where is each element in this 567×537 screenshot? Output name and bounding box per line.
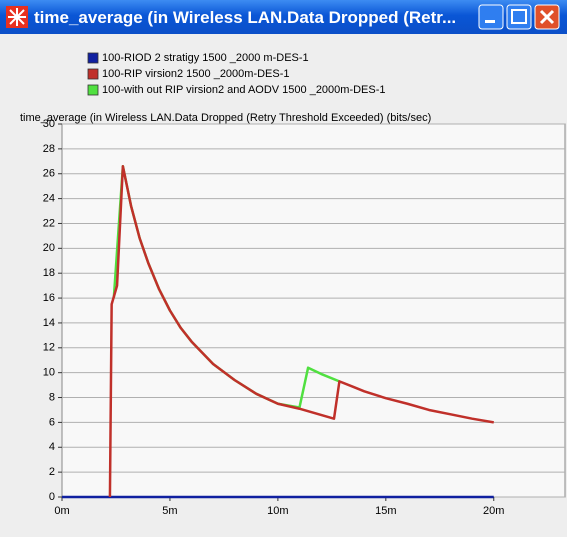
y-tick-label: 14 <box>43 317 55 329</box>
y-tick-label: 26 <box>43 168 55 180</box>
chart: time_average (in Wireless LAN.Data Dropp… <box>20 52 566 517</box>
legend-swatch <box>87 68 99 80</box>
series-line <box>108 165 494 498</box>
x-tick-label: 10m <box>267 505 288 517</box>
legend-swatch <box>87 84 99 96</box>
y-tick-label: 2 <box>49 466 55 478</box>
y-tick-label: 28 <box>43 143 55 155</box>
y-tick-label: 0 <box>49 491 55 503</box>
y-tick-label: 8 <box>49 391 55 403</box>
x-tick-label: 5m <box>162 505 177 517</box>
x-tick-label: 20m <box>483 505 504 517</box>
y-axis-label: time_average (in Wireless LAN.Data Dropp… <box>20 112 431 124</box>
y-tick-label: 30 <box>43 118 55 130</box>
y-tick-label: 12 <box>43 342 55 354</box>
x-tick-label: 15m <box>375 505 396 517</box>
plot-area <box>61 123 566 498</box>
title-bar: time_average (in Wireless LAN.Data Dropp… <box>0 0 567 34</box>
y-tick-label: 18 <box>43 267 55 279</box>
x-tick-label: 0m <box>54 505 69 517</box>
legend-label: 100-RIOD 2 stratigy 1500 _2000 m-DES-1 <box>102 52 309 64</box>
y-tick-label: 16 <box>43 292 55 304</box>
window-controls <box>478 4 560 30</box>
app-icon <box>6 6 28 28</box>
y-tick-label: 4 <box>49 441 55 453</box>
legend-label: 100-with out RIP virsion2 and AODV 1500 … <box>102 84 386 96</box>
y-tick-label: 20 <box>43 242 55 254</box>
y-tick-label: 6 <box>49 416 55 428</box>
y-tick-label: 10 <box>43 367 55 379</box>
legend-swatch <box>87 52 99 64</box>
minimize-button[interactable] <box>478 4 504 30</box>
y-tick-label: 22 <box>43 217 55 229</box>
y-tick-label: 24 <box>43 193 55 205</box>
maximize-button[interactable] <box>506 4 532 30</box>
window-title: time_average (in Wireless LAN.Data Dropp… <box>34 8 457 27</box>
legend-label: 100-RIP virsion2 1500 _2000m-DES-1 <box>102 68 290 80</box>
